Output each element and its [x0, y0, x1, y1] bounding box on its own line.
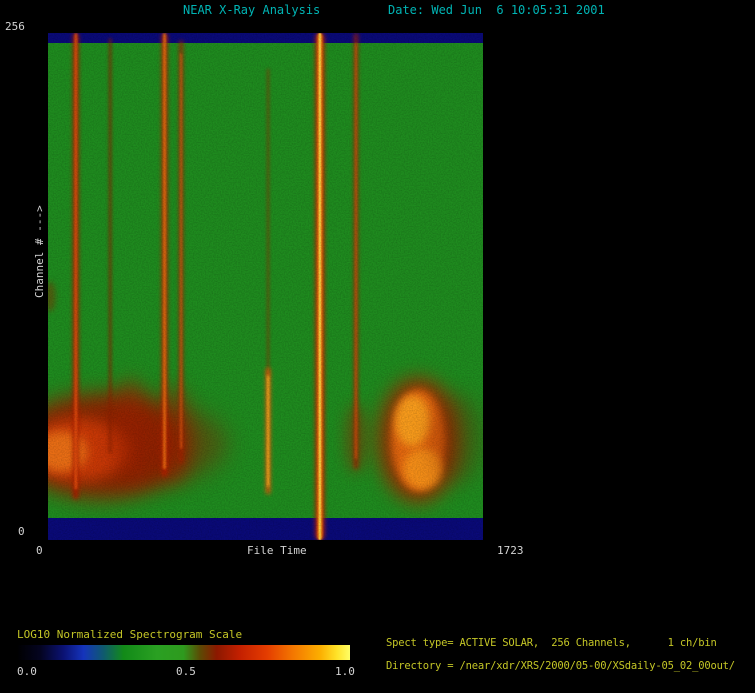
colorbar-tick-mid: 0.5 — [176, 665, 196, 678]
directory-line: Directory = /near/xdr/XRS/2000/05-00/XSd… — [386, 660, 735, 672]
y-axis-min-label: 0 — [18, 525, 25, 538]
colorbar-tick-max: 1.0 — [335, 665, 355, 678]
app-title: NEAR X-Ray Analysis — [183, 3, 321, 17]
x-axis-min-label: 0 — [36, 544, 43, 557]
y-axis-title: Channel # ---> — [33, 205, 46, 298]
colorbar-tick-min: 0.0 — [17, 665, 37, 678]
x-axis-title: File Time — [247, 544, 307, 557]
colorbar-label: LOG10 Normalized Spectrogram Scale — [17, 628, 243, 641]
colorbar-gradient — [17, 645, 350, 660]
spect-type-line: Spect type= ACTIVE SOLAR, 256 Channels, … — [386, 637, 717, 649]
spectrogram-canvas — [48, 33, 483, 540]
x-axis-max-label: 1723 — [497, 544, 524, 557]
y-axis-max-label: 256 — [5, 20, 25, 33]
date-label: Date: Wed Jun 6 10:05:31 2001 — [388, 3, 605, 17]
